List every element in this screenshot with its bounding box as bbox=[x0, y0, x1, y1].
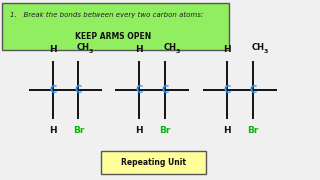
Text: C: C bbox=[161, 85, 168, 95]
Text: 3: 3 bbox=[175, 49, 180, 54]
Text: Repeating Unit: Repeating Unit bbox=[121, 158, 186, 167]
Text: C: C bbox=[75, 85, 82, 95]
Text: C: C bbox=[224, 85, 231, 95]
Text: KEEP ARMS OPEN: KEEP ARMS OPEN bbox=[76, 32, 152, 41]
Text: C: C bbox=[136, 85, 143, 95]
Text: CH: CH bbox=[77, 43, 90, 52]
Text: H: H bbox=[135, 45, 143, 54]
FancyBboxPatch shape bbox=[101, 151, 206, 174]
Text: H: H bbox=[49, 126, 57, 135]
Text: Br: Br bbox=[159, 126, 171, 135]
Text: H: H bbox=[223, 45, 231, 54]
Text: 3: 3 bbox=[263, 49, 268, 54]
Text: H: H bbox=[223, 126, 231, 135]
Text: Br: Br bbox=[73, 126, 84, 135]
Text: Br: Br bbox=[247, 126, 259, 135]
Text: C: C bbox=[249, 85, 256, 95]
Text: H: H bbox=[135, 126, 143, 135]
Text: CH: CH bbox=[163, 43, 176, 52]
Text: C: C bbox=[49, 85, 56, 95]
Text: H: H bbox=[49, 45, 57, 54]
Text: CH: CH bbox=[251, 43, 264, 52]
Text: 3: 3 bbox=[89, 49, 93, 54]
Text: 1.   Break the bonds between every two carbon atoms:: 1. Break the bonds between every two car… bbox=[10, 12, 203, 18]
FancyBboxPatch shape bbox=[2, 3, 229, 50]
